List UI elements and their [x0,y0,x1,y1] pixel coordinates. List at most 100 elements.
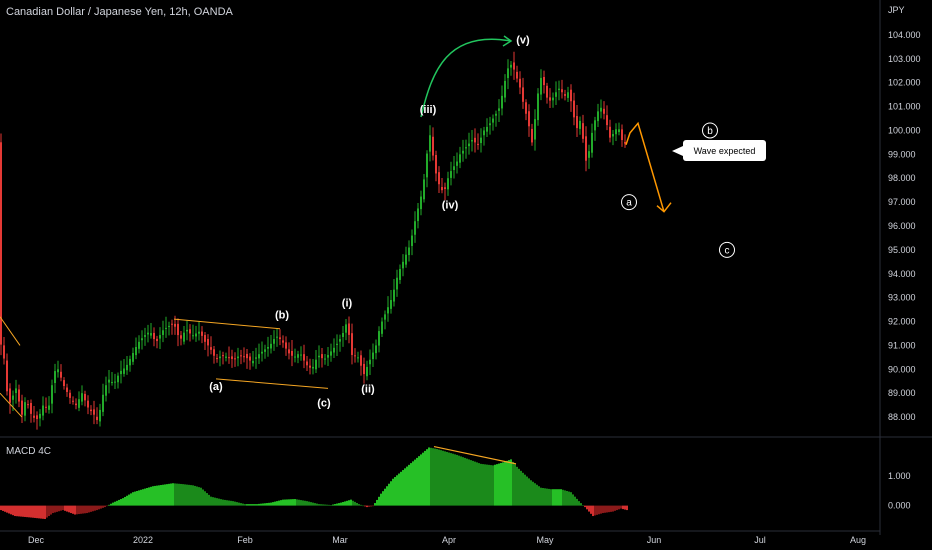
x-tick-label: Dec [28,535,45,545]
macd-bar [218,498,220,506]
macd-bar [54,505,56,513]
candle-body [318,355,320,358]
macd-bar [322,504,324,506]
wave-label: (iv) [442,200,459,212]
macd-bar [156,485,158,506]
macd-bar [88,505,90,513]
y-tick-label: 97.000 [888,197,916,207]
macd-bar [556,489,558,506]
candle-body [258,354,260,359]
macd-bar [234,501,236,506]
candle-body [288,349,290,354]
candle-body [387,307,389,314]
macd-bar [24,505,26,517]
macd-bar [142,489,144,506]
candle-body [477,143,479,145]
y-tick-label: 100.000 [888,125,921,135]
candle-body [45,406,47,408]
macd-bar [550,489,552,506]
candle-body [450,171,452,178]
candle-body [594,120,596,131]
candle-body [54,371,56,383]
macd-bar [222,499,224,506]
macd-bar [584,505,586,508]
candle-body [357,357,359,359]
macd-bar [46,505,48,518]
macd-bar [604,505,606,513]
macd-bar [110,503,112,506]
macd-bar [134,491,136,506]
macd-bar [356,502,358,506]
candle-body [519,78,521,88]
macd-bar [600,505,602,514]
macd-bar [326,504,328,506]
candle-body [282,340,284,343]
candle-body [618,129,620,133]
macd-bar [128,494,130,506]
projection-label-circle [719,241,735,258]
y-tick-label: 90.000 [888,364,916,374]
macd-bar [582,505,584,506]
macd-divergence-line [433,445,517,465]
candle-body [246,353,248,359]
candle-body [216,358,218,360]
candle-body [600,107,602,112]
macd-bar [228,500,230,506]
macd-bar [132,492,134,506]
candle-body [309,365,311,368]
macd-bar [344,501,346,506]
candle-body [468,143,470,147]
candle-body [3,345,5,359]
candle-body [537,93,539,121]
macd-bar [284,499,286,506]
macd-bar [324,504,326,506]
wave-label: (ii) [361,383,375,395]
candle-body [21,400,23,415]
macd-bar [480,463,482,506]
candle-body [96,416,98,421]
candle-body [324,358,326,360]
candle-body [315,359,317,370]
macd-divergence-line-group [433,445,517,465]
macd-bar [592,505,594,517]
candle-body [423,179,425,200]
candle-body [555,92,557,97]
candle-body [213,349,215,356]
candle-body [195,333,197,337]
candle-body [483,130,485,136]
candle-body [24,402,26,416]
macd-bar [446,451,448,506]
candle-body [63,380,65,387]
candle-body [393,289,395,302]
y-tick-label: 103.000 [888,54,921,64]
candle-body [516,71,518,79]
candle-body [183,332,185,342]
macd-bar [52,505,54,514]
macd-bar [38,505,40,519]
candle-body [15,388,17,394]
macd-bar [532,481,534,506]
chart-title: Canadian Dollar / Japanese Yen, 12h, OAN… [6,6,233,18]
projection-label: c [725,245,730,256]
macd-bar [186,484,188,506]
macd-indicator-label: MACD 4C [6,446,52,457]
candle-body [207,339,209,346]
y-axis-unit-label: JPY [888,5,905,15]
candle-body [399,268,401,280]
macd-bar [316,503,318,506]
projection-arrowhead [656,202,672,213]
candle-body [237,356,239,359]
macd-bar [248,504,250,506]
candle-body [564,94,566,96]
macd-bar [270,502,272,506]
macd-bar [68,505,70,513]
candle-body [453,166,455,170]
macd-bar [190,485,192,506]
candle-body [480,137,482,144]
macd-bar [586,505,588,510]
macd-bar [192,485,194,506]
macd-bar [562,489,564,506]
macd-bar [254,504,256,506]
macd-bar [16,505,18,517]
